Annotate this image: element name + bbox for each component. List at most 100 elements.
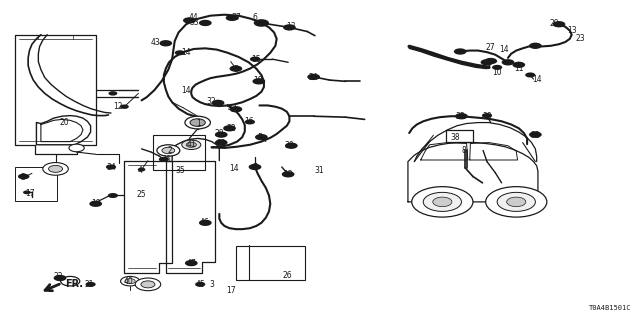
Circle shape (157, 145, 180, 156)
Text: 15: 15 (252, 55, 261, 64)
Circle shape (252, 78, 265, 84)
Circle shape (250, 57, 260, 62)
Text: 6: 6 (253, 13, 257, 22)
Text: 7: 7 (253, 164, 257, 172)
Circle shape (185, 260, 198, 266)
Circle shape (484, 58, 497, 64)
Circle shape (108, 193, 118, 198)
Text: 33: 33 (189, 19, 198, 28)
Text: 28: 28 (214, 130, 224, 139)
Text: 32: 32 (216, 139, 226, 148)
Circle shape (412, 187, 473, 217)
Circle shape (162, 147, 175, 154)
Text: 41: 41 (186, 140, 196, 149)
Text: 17: 17 (25, 189, 35, 198)
Text: 16: 16 (244, 117, 253, 126)
Bar (446, 130, 473, 142)
Circle shape (199, 20, 212, 26)
Text: 14: 14 (181, 86, 191, 95)
Circle shape (106, 164, 116, 170)
Text: 40: 40 (124, 277, 134, 286)
Text: 5: 5 (257, 133, 262, 142)
Circle shape (497, 192, 536, 212)
Circle shape (525, 72, 536, 77)
Circle shape (529, 43, 541, 49)
Text: 29: 29 (550, 19, 559, 28)
Text: 26: 26 (282, 271, 292, 280)
Text: 11: 11 (514, 63, 524, 73)
Circle shape (433, 197, 452, 207)
Circle shape (190, 119, 205, 126)
Circle shape (481, 59, 493, 66)
Circle shape (18, 174, 29, 179)
Circle shape (183, 17, 196, 24)
Text: 32: 32 (531, 131, 540, 140)
Text: 20: 20 (59, 118, 68, 127)
Circle shape (215, 132, 228, 138)
Circle shape (507, 197, 526, 207)
Text: 37: 37 (231, 13, 241, 22)
Text: 14: 14 (532, 75, 541, 84)
Text: 35: 35 (175, 166, 185, 175)
Text: 42: 42 (227, 104, 237, 113)
Text: 38: 38 (451, 133, 460, 142)
Text: 27: 27 (486, 43, 495, 52)
Text: 39: 39 (482, 112, 492, 121)
Text: 34: 34 (106, 164, 116, 172)
Circle shape (245, 119, 255, 124)
Circle shape (186, 142, 196, 147)
Text: 33: 33 (455, 112, 465, 121)
Circle shape (253, 19, 269, 27)
Text: T0A4B1501C: T0A4B1501C (588, 305, 631, 311)
Circle shape (185, 116, 211, 129)
Circle shape (61, 276, 80, 286)
Text: 32: 32 (226, 124, 236, 133)
Circle shape (482, 113, 492, 118)
Text: 45: 45 (195, 280, 205, 289)
Circle shape (43, 163, 68, 175)
Text: 31: 31 (314, 166, 324, 175)
Circle shape (255, 134, 268, 140)
Text: 36: 36 (161, 155, 171, 164)
Circle shape (212, 100, 225, 106)
Text: 47: 47 (186, 259, 196, 268)
Circle shape (159, 40, 172, 46)
Text: 10: 10 (492, 68, 502, 77)
Circle shape (108, 91, 117, 96)
Circle shape (529, 132, 541, 138)
Circle shape (69, 144, 84, 152)
Circle shape (125, 279, 135, 284)
Circle shape (215, 140, 228, 146)
Text: 43: 43 (151, 38, 161, 47)
Text: 44: 44 (189, 13, 198, 22)
Circle shape (141, 281, 155, 288)
Text: 5: 5 (234, 65, 238, 74)
Circle shape (120, 105, 129, 109)
Circle shape (230, 106, 243, 112)
Circle shape (195, 282, 205, 287)
Circle shape (223, 125, 236, 132)
Text: 46: 46 (199, 218, 209, 227)
Circle shape (502, 59, 515, 66)
Circle shape (182, 140, 201, 149)
Text: 24: 24 (309, 73, 319, 82)
Text: 13: 13 (284, 170, 293, 179)
Text: 13: 13 (567, 26, 577, 35)
Circle shape (454, 48, 467, 55)
Text: 32: 32 (207, 97, 216, 106)
Circle shape (175, 50, 185, 55)
Circle shape (486, 187, 547, 217)
Circle shape (138, 168, 145, 172)
Circle shape (455, 113, 468, 119)
Circle shape (199, 220, 212, 226)
Text: 22: 22 (54, 272, 63, 281)
Text: 14: 14 (229, 164, 239, 173)
Circle shape (120, 276, 140, 286)
Bar (236, 246, 305, 280)
Text: 1: 1 (196, 119, 202, 128)
Text: 3: 3 (20, 173, 25, 182)
Text: 8: 8 (461, 146, 466, 155)
Circle shape (285, 142, 298, 149)
Text: 21: 21 (84, 280, 94, 289)
Circle shape (86, 282, 96, 287)
